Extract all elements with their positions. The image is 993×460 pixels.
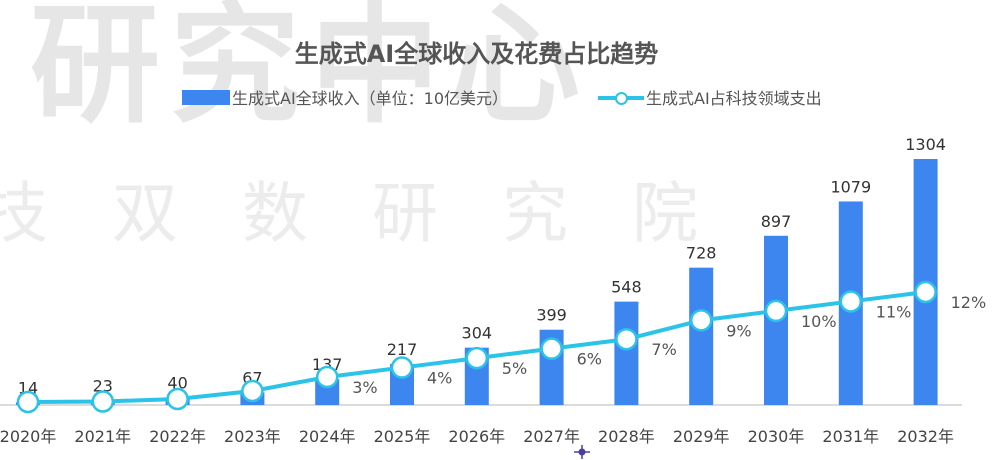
bar-value-label-12: 1304 bbox=[905, 135, 946, 154]
line-point-1 bbox=[91, 390, 115, 413]
bar-value-label-1: 23 bbox=[93, 377, 113, 396]
x-tick-label-11: 2031年 bbox=[822, 427, 879, 446]
line-point-0 bbox=[16, 390, 40, 414]
line-point-11 bbox=[839, 290, 863, 313]
line-point-6 bbox=[465, 346, 489, 370]
legend-item-revenue: 生成式AI全球收入（单位：10亿美元） bbox=[182, 85, 508, 109]
line-point-3 bbox=[241, 379, 264, 403]
bar-value-label-7: 399 bbox=[536, 306, 567, 325]
line-value-label-8: 7% bbox=[651, 340, 676, 359]
bar-value-label-10: 897 bbox=[761, 212, 792, 231]
x-tick-label-6: 2026年 bbox=[448, 427, 505, 446]
line-value-label-12: 12% bbox=[951, 293, 987, 312]
bar-9 bbox=[689, 267, 714, 405]
bar-value-label-5: 217 bbox=[387, 340, 418, 359]
legend-label-revenue: 生成式AI全球收入（单位：10亿美元） bbox=[232, 89, 509, 108]
watermark-middle: 技双数研究院 bbox=[0, 175, 762, 252]
x-tick-label-2: 2022年 bbox=[149, 427, 206, 446]
line-point-4 bbox=[315, 365, 339, 389]
bar-value-label-2: 40 bbox=[167, 373, 187, 392]
x-tick-label-12: 2032年 bbox=[897, 427, 954, 446]
move-cursor-icon bbox=[574, 445, 590, 459]
line-point-7 bbox=[540, 337, 563, 360]
line-value-label-7: 6% bbox=[577, 350, 602, 369]
x-tick-label-5: 2025年 bbox=[374, 427, 431, 446]
line-point-5 bbox=[390, 356, 414, 379]
x-tick-label-9: 2029年 bbox=[673, 427, 730, 446]
line-value-label-6: 5% bbox=[502, 359, 527, 378]
legend-label-spend-share: 生成式AI占科技领域支出 bbox=[646, 89, 822, 108]
line-point-10 bbox=[764, 299, 788, 323]
line-point-9 bbox=[689, 309, 713, 332]
line-point-2 bbox=[166, 387, 189, 411]
watermark-top: 研究中心 bbox=[30, 0, 591, 141]
x-tick-label-3: 2023年 bbox=[224, 427, 281, 446]
legend-item-spend-share: 生成式AI占科技领域支出 bbox=[598, 85, 822, 109]
bar-8 bbox=[614, 301, 639, 405]
line-value-label-10: 10% bbox=[801, 312, 837, 331]
x-tick-label-7: 2027年 bbox=[523, 427, 580, 446]
legend-bar-swatch bbox=[182, 89, 230, 105]
bar-value-label-9: 728 bbox=[686, 244, 717, 263]
chart-title: 生成式AI全球收入及花费占比趋势 bbox=[294, 40, 659, 68]
line-value-label-4: 3% bbox=[352, 378, 377, 397]
x-tick-label-4: 2024年 bbox=[299, 427, 356, 446]
x-tick-label-0: 2020年 bbox=[0, 427, 56, 446]
line-point-12 bbox=[914, 280, 937, 304]
line-point-8 bbox=[615, 327, 638, 351]
x-tick-label-1: 2021年 bbox=[74, 427, 131, 446]
x-tick-label-8: 2028年 bbox=[598, 427, 655, 446]
legend-line-swatch bbox=[598, 90, 644, 105]
bar-value-label-6: 304 bbox=[462, 324, 493, 343]
x-tick-label-10: 2030年 bbox=[748, 427, 805, 446]
line-value-label-5: 4% bbox=[427, 369, 452, 388]
line-value-label-9: 9% bbox=[726, 321, 751, 340]
line-value-label-11: 11% bbox=[876, 302, 912, 321]
bar-value-label-8: 548 bbox=[611, 278, 642, 297]
bar-value-label-11: 1079 bbox=[830, 177, 871, 196]
